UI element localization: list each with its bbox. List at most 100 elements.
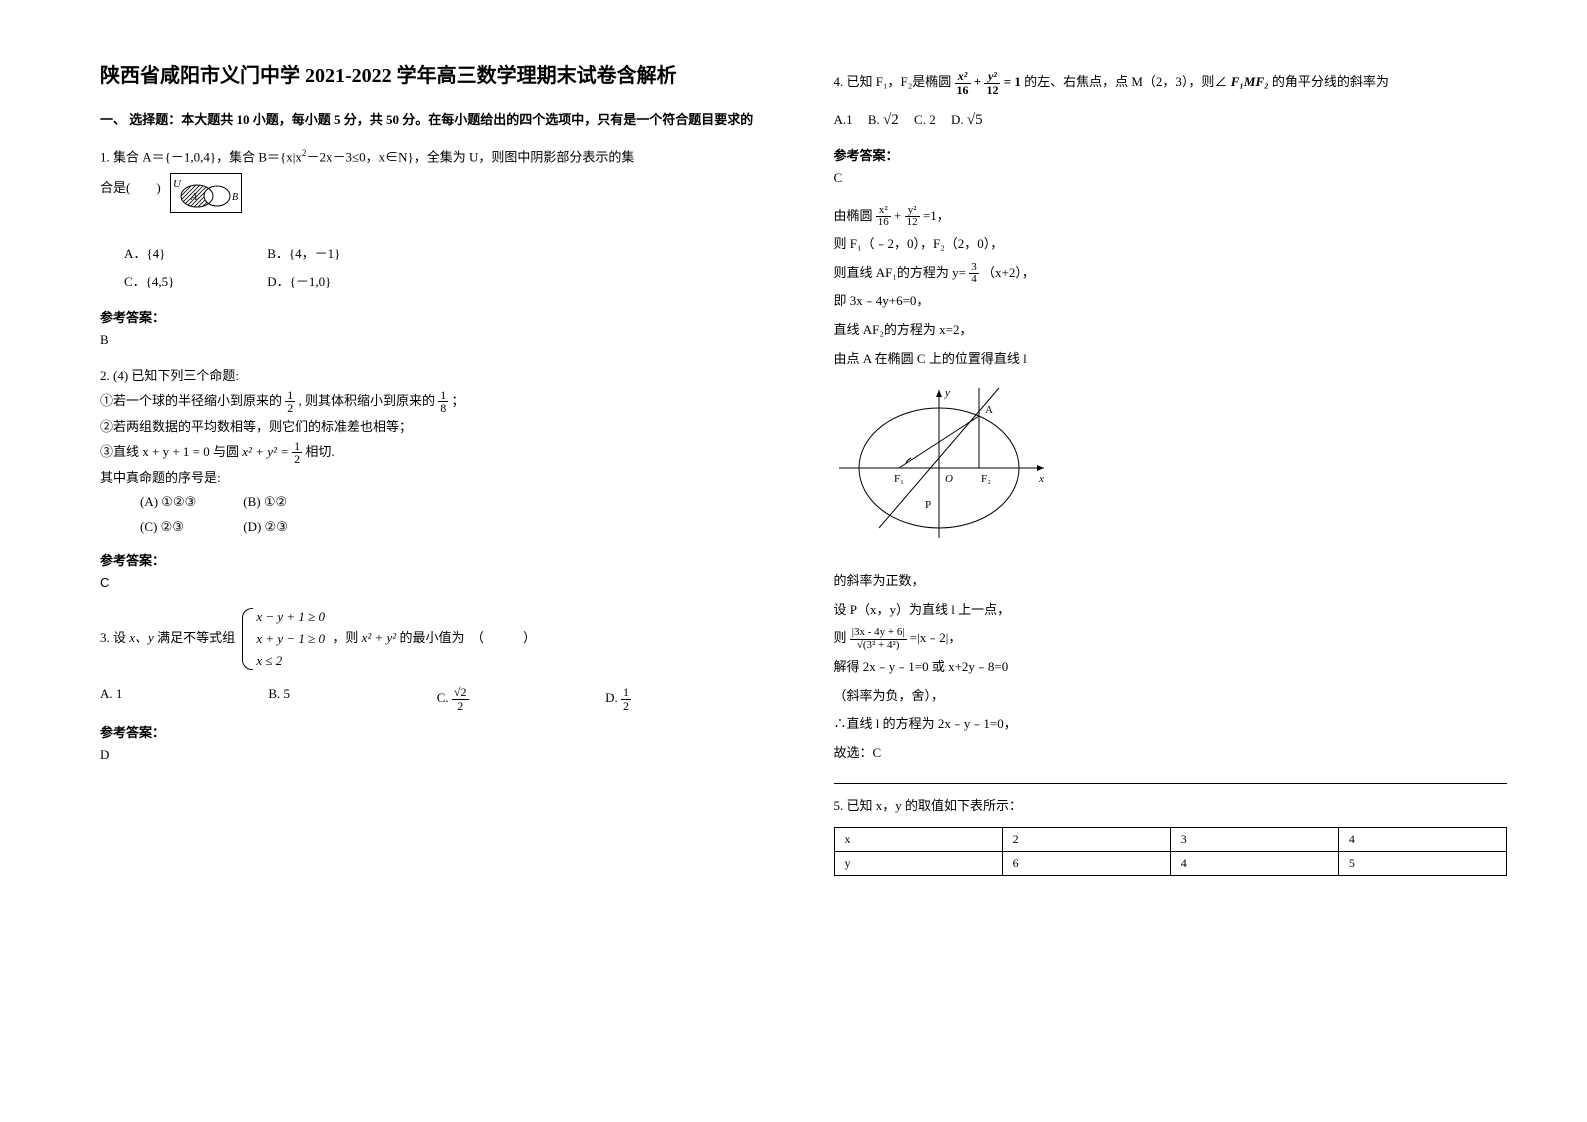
q4-solution-b: 的斜率为正数， 设 P（x，y）为直线 l 上一点， 则 |3x - 4y + … — [834, 567, 1508, 767]
q4-sol-frac: |3x - 4y + 6|√(3² + 4²) — [850, 627, 907, 651]
question-2: 2. (4) 已知下列三个命题: ①若一个球的半径缩小到原来的 12 , 则其体… — [100, 364, 774, 540]
q2-frac2: 18 — [438, 389, 448, 415]
q3-expr: x² + y² — [362, 630, 397, 645]
table-row: y 6 4 5 — [834, 852, 1507, 876]
q2-stem: 2. (4) 已知下列三个命题: — [100, 364, 774, 389]
q3-opt-d: D. 12 — [605, 686, 773, 712]
venn-a-label: A — [190, 192, 198, 203]
question-1: 1. 集合 A＝{－1,0,4}，集合 B＝{x|x2－2x－3≤0，x∈N}，… — [100, 145, 774, 232]
q1-opt-b: B．{4，－1} — [267, 240, 407, 269]
q4-stem-a: 4. 已知 F₁，F₂是椭圆 — [834, 74, 955, 89]
q4-sol-l12: ∴直线 l 的方程为 2x﹣y﹣1=0， — [834, 710, 1508, 739]
q4-fy: y²12 — [984, 70, 1000, 96]
question-5: 5. 已知 x，y 的取值如下表所示： — [834, 794, 1508, 819]
q1-opt-d: D．{－1,0} — [267, 268, 407, 297]
q3-sys3: x ≤ 2 — [256, 650, 325, 672]
q4-sol-l11: （斜率为负，舍）， — [834, 682, 1508, 711]
table-cell: 3 — [1170, 828, 1338, 852]
q2-p1b: , 则其体积缩小到原来的 — [299, 393, 439, 408]
q2-frac3: 12 — [292, 440, 302, 466]
fig-f1: F₁ — [894, 473, 904, 485]
q4-stem-b: 的左、右焦点，点 M（2，3），则∠ — [1024, 74, 1227, 89]
q4-sol-l10: 解得 2x﹣y﹣1=0 或 x+2y﹣8=0 — [834, 653, 1508, 682]
q4-sol-l13: 故选：C — [834, 739, 1508, 768]
question-4: 4. 已知 F₁，F₂是椭圆 x²16 + y²12 = 1 的左、右焦点，点 … — [834, 70, 1508, 96]
q4-sol-l8: 设 P（x，y）为直线 l 上一点， — [834, 596, 1508, 625]
q3-system: x − y + 1 ≥ 0 x + y − 1 ≥ 0 x ≤ 2 — [242, 606, 325, 672]
q3-xy: x、y — [129, 630, 154, 645]
q3-sys1: x − y + 1 ≥ 0 — [256, 606, 325, 628]
q3-opt-b: B. 5 — [268, 686, 436, 712]
q1-options: A．{4} B．{4，－1} C．{4,5} D．{－1,0} — [124, 240, 774, 297]
q1-ans: B — [100, 332, 774, 348]
q4-solution: 由椭圆 x²16 + y²12 =1， 则 F₁（﹣2，0），F₂（2，0）， … — [834, 202, 1508, 374]
q4-ans-letter: C — [834, 170, 1508, 186]
table-cell: 6 — [1002, 852, 1170, 876]
q2-p3b: 相切. — [305, 444, 334, 459]
q3-opt-a: A. 1 — [100, 686, 268, 712]
q3-stem-b: 满足不等式组 — [157, 630, 238, 645]
table-cell: 4 — [1170, 852, 1338, 876]
question-3: 3. 设 x、y 满足不等式组 x − y + 1 ≥ 0 x + y − 1 … — [100, 606, 774, 672]
q3-stem-a: 3. 设 — [100, 630, 129, 645]
q4-opt-a: A.1 — [834, 112, 853, 127]
q2-ans-label: 参考答案： — [100, 550, 774, 569]
q1-ans-label: 参考答案： — [100, 307, 774, 326]
table-row: x 2 3 4 — [834, 828, 1507, 852]
fig-o: O — [945, 473, 953, 485]
table-cell: 2 — [1002, 828, 1170, 852]
venn-diagram: U A B — [170, 173, 242, 213]
q3-options: A. 1 B. 5 C. √22 D. 12 — [100, 686, 774, 712]
q4-sol-l4: 即 3x﹣4y+6=0， — [834, 287, 1508, 316]
page-title: 陕西省咸阳市义门中学 2021-2022 学年高三数学理期末试卷含解析 — [100, 60, 774, 92]
q5-table: x 2 3 4 y 6 4 5 — [834, 827, 1508, 876]
table-cell: 4 — [1338, 828, 1506, 852]
q3-stem-d: 的最小值为 （ ） — [399, 630, 536, 645]
q1-stem-b: －2x－3≤0，x∈N}，全集为 U，则图中阴影部分表示的集 — [306, 149, 634, 164]
q4-angle: F₁MF₂ — [1231, 74, 1269, 89]
fig-p: P — [925, 499, 931, 511]
q2-p1a: ①若一个球的半径缩小到原来的 — [100, 393, 285, 408]
q4-ans-label: 参考答案： — [834, 145, 1508, 164]
q4-figure: F₁ O F₂ A y x P — [834, 383, 1508, 557]
q3-ans-label: 参考答案： — [100, 722, 774, 741]
divider — [834, 783, 1508, 784]
q4-plus: + — [974, 74, 985, 89]
section-instruction: 一、 选择题：本大题共 10 小题，每小题 5 分，共 50 分。在每小题给出的… — [100, 110, 774, 131]
q1-opt-c: C．{4,5} — [124, 268, 264, 297]
q2-opt-a: (A) ①②③ — [140, 490, 240, 515]
venn-b-label: B — [232, 192, 238, 203]
q2-p1c: ； — [452, 393, 465, 408]
q2-frac1: 12 — [285, 389, 295, 415]
q4-options: A.1 B. √2 C. 2 D. √5 — [834, 106, 1508, 135]
q1-stem-c: 合是( ) — [100, 176, 161, 201]
q3-ans: D — [100, 747, 774, 763]
q2-opt-b: (B) ①② — [243, 490, 323, 515]
q4-sol-l6: 由点 A 在椭圆 C 上的位置得直线 l — [834, 345, 1508, 374]
q1-opt-a: A．{4} — [124, 240, 264, 269]
q4-sol-l5: 直线 AF₂的方程为 x=2， — [834, 316, 1508, 345]
table-cell: 5 — [1338, 852, 1506, 876]
q2-ans: C — [100, 575, 774, 590]
table-cell: x — [834, 828, 1002, 852]
q3-opt-c: C. √22 — [437, 686, 605, 712]
q4-sol-l2: 则 F₁（﹣2，0），F₂（2，0）， — [834, 230, 1508, 259]
q4-opt-d: D. √5 — [951, 112, 983, 127]
table-cell: y — [834, 852, 1002, 876]
q2-opt-d: (D) ②③ — [243, 515, 323, 540]
q2-p2: ②若两组数据的平均数相等，则它们的标准差也相等； — [100, 415, 774, 440]
q3-sys2: x + y − 1 ≥ 0 — [256, 628, 325, 650]
fig-a: A — [985, 404, 993, 416]
q1-stem-a: 1. 集合 A＝{－1,0,4}，集合 B＝{x|x — [100, 149, 302, 164]
q2-opt-c: (C) ②③ — [140, 515, 240, 540]
q4-opt-b: B. √2 — [868, 112, 899, 127]
fig-x: x — [1038, 473, 1044, 485]
q4-stem-c: 的角平分线的斜率为 — [1272, 74, 1389, 89]
q4-opt-c: C. 2 — [914, 112, 936, 127]
q2-p4: 其中真命题的序号是: — [100, 466, 774, 491]
q4-eq: = 1 — [1004, 74, 1021, 89]
q3-stem-c: ，则 — [332, 630, 361, 645]
fig-y: y — [944, 387, 950, 399]
q2-p3a: ③直线 x + y + 1 = 0 与圆 — [100, 444, 242, 459]
q4-fx: x²16 — [955, 70, 971, 96]
